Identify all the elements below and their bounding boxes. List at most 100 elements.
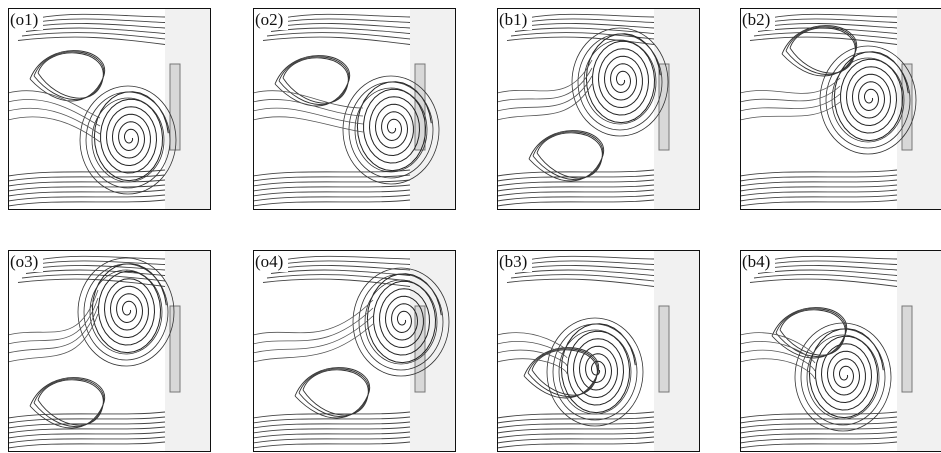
streamline [496,441,655,449]
vortex-ring [558,329,632,415]
panel-label: (o2) [255,10,283,29]
streamline [496,332,568,351]
streamline [7,174,166,182]
streamline [282,13,411,19]
vortex-ring [800,328,886,426]
streamline [496,358,568,375]
streamline [518,23,655,29]
streamline [7,179,166,187]
streamline [522,260,655,265]
streamline [29,50,106,102]
streamline [506,278,655,287]
vortex-ring [342,75,440,185]
panel: (o1) [7,8,211,210]
streamline [496,59,593,94]
streamline [7,441,166,449]
streamline [266,274,411,282]
streamline [29,377,106,429]
panel-frame [8,250,211,452]
streamline [282,255,411,261]
streamline [252,174,411,182]
streamline [7,431,166,439]
streamline [496,411,655,419]
vortex [91,263,167,354]
streamline [252,426,411,434]
vortex-ring [552,323,638,421]
streamline [252,189,411,197]
streamline [739,179,898,187]
streamline [526,13,655,19]
streamline [7,199,166,207]
streamline [496,341,568,359]
streamline [252,194,411,202]
streamline [278,260,411,265]
vortex-ring [83,263,169,361]
vortex-ring [352,267,450,377]
streamline [739,199,898,207]
streamline [7,426,166,434]
streamline [37,255,166,261]
panel: (b3) [496,250,700,452]
vortex-ring [91,97,165,183]
vortex-ring [825,51,911,149]
panel-frame [497,8,700,210]
streamline [739,184,898,192]
streamline [252,299,374,336]
streamline [7,116,101,143]
streamline [252,107,364,125]
vortex-ring [89,269,163,355]
streamline [262,36,411,45]
streamline [739,77,841,94]
streamline [252,411,411,419]
label-bg [741,10,775,30]
panel: (o2) [252,8,456,210]
vortex [93,91,169,182]
cylinder-bar [658,63,670,151]
vortex [356,81,432,172]
streamline [21,32,166,40]
streamline [29,265,166,271]
streamline [522,18,655,23]
streamline [7,184,166,192]
vortex [560,323,636,414]
streamline [252,169,411,177]
streamline [739,431,898,439]
streamline [7,189,166,197]
label-bg [254,10,288,30]
cylinder-bar [169,63,181,151]
streamline [749,278,898,287]
panel-label: (b4) [742,252,770,271]
streamline [496,169,655,177]
streamline [278,18,411,23]
streamline [739,341,816,364]
streamline [252,436,411,444]
vortex-ring [577,33,663,131]
streamline [771,307,848,359]
streamline [37,13,166,19]
streamline [252,323,374,363]
streamline [781,25,858,77]
panel-frame [253,8,456,210]
streamline [17,278,166,287]
streamline [739,93,841,112]
vortex [808,328,884,419]
streamline [7,416,166,424]
vortex-ring [358,273,444,371]
panel: (o3) [7,250,211,452]
streamline [252,99,364,117]
vortex-ring [571,27,669,137]
streamline [753,274,898,282]
streamline [496,194,655,202]
panel-label: (o3) [10,252,38,271]
streamline [496,436,655,444]
streamline [739,85,841,103]
streamline [262,278,411,287]
streamline [274,23,411,29]
streamline [739,436,898,444]
streamline [7,297,99,345]
vortex-ring [85,91,171,189]
streamline [7,107,101,135]
streamline [739,101,841,121]
streamline [761,23,898,29]
label-bg [254,252,288,272]
